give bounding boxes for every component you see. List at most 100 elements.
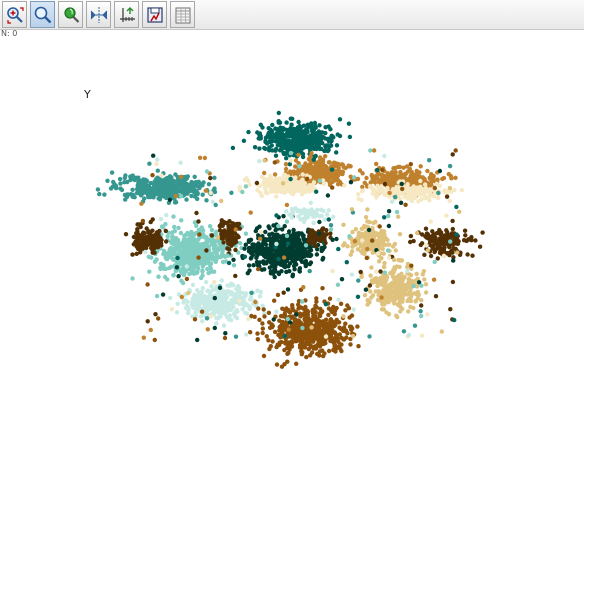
scatter-point (386, 223, 392, 229)
scatter-point (326, 208, 331, 213)
scatter-point (307, 268, 312, 274)
scatter-point (152, 259, 158, 264)
scatter-point (381, 229, 387, 234)
scatter-point (420, 232, 425, 237)
scatter-point (118, 181, 123, 186)
scatter-point (441, 253, 447, 258)
scatter-point (310, 308, 315, 313)
scatter-point (396, 214, 401, 219)
scatter-point (307, 262, 312, 267)
scatter-point (356, 344, 361, 349)
scatter-point (450, 279, 456, 285)
scatter-point (427, 198, 432, 203)
scatter-point (250, 252, 256, 258)
scatter-point (363, 215, 369, 220)
scatter-point (309, 145, 314, 151)
scatter-point (247, 268, 252, 273)
scatter-point (205, 327, 210, 332)
scatter-point (179, 278, 184, 283)
scatter-point (300, 325, 305, 331)
scatter-point (364, 175, 369, 181)
scatter-point (400, 186, 405, 192)
scatter-point (308, 334, 314, 339)
scatter-point (181, 252, 186, 257)
scatter-point (349, 207, 355, 212)
scatter-point (437, 183, 442, 189)
scatter-point (294, 361, 299, 366)
scatter-point (297, 268, 302, 273)
scatter-point (123, 232, 129, 237)
scatter-point (304, 187, 309, 192)
scatter-point (130, 187, 135, 192)
scatter-point (433, 241, 439, 246)
scatter-point (393, 194, 398, 200)
scatter-point (305, 122, 310, 128)
zoom-in-button[interactable] (2, 1, 27, 28)
scatter-point (440, 176, 445, 182)
scatter-point (302, 254, 307, 259)
scatter-point (197, 232, 202, 237)
scatter-point (286, 255, 291, 260)
scatter-point (237, 240, 243, 246)
scatter-point (267, 265, 272, 270)
scatter-point (382, 215, 387, 220)
export-button[interactable] (142, 1, 167, 28)
zoom-button[interactable] (30, 1, 55, 28)
scatter-point (150, 173, 155, 178)
scatter-point (276, 256, 281, 262)
scatter-point (314, 162, 320, 168)
scatter-point (217, 223, 222, 229)
scatter-point (261, 239, 266, 245)
scatter-plot-area[interactable] (0, 32, 600, 600)
axes-settings-button[interactable] (114, 1, 139, 28)
scatter-point (214, 321, 219, 326)
scatter-point (305, 126, 310, 131)
scatter-point (323, 317, 329, 322)
scatter-point (339, 348, 344, 354)
scatter-point (356, 192, 361, 197)
scatter-point (272, 253, 277, 258)
scatter-point (442, 245, 447, 250)
scatter-point (324, 167, 330, 172)
scatter-point (337, 133, 343, 139)
scatter-point (341, 314, 346, 319)
scatter-point (161, 225, 166, 230)
scatter-point (355, 247, 361, 252)
scatter-point (176, 225, 181, 231)
scatter-point (234, 292, 240, 297)
scatter-point (365, 207, 370, 212)
scatter-point (270, 148, 275, 153)
zoom-in-icon (7, 7, 24, 24)
scatter-point (448, 239, 453, 244)
scatter-point (233, 227, 238, 232)
scatter-point (298, 254, 303, 259)
scatter-point (317, 146, 322, 152)
scatter-point (207, 237, 213, 242)
scatter-point (411, 284, 416, 289)
scatter-point (317, 219, 322, 225)
scatter-point (307, 184, 312, 189)
scatter-point (399, 271, 404, 276)
scatter-point (182, 192, 187, 197)
scatter-point (422, 277, 427, 282)
axes-ruler-icon (120, 7, 135, 22)
scatter-point (423, 194, 428, 200)
scatter-point (323, 302, 329, 307)
pan-button[interactable] (58, 1, 83, 28)
scatter-point (300, 182, 305, 188)
scatter-point (209, 242, 214, 247)
scatter-point (380, 167, 385, 173)
fit-view-button[interactable] (86, 1, 111, 28)
scatter-point (255, 263, 260, 268)
scatter-point (206, 182, 212, 187)
scatter-point (145, 282, 150, 287)
scatter-point (434, 181, 439, 186)
scatter-point (216, 294, 222, 300)
scatter-point (122, 175, 128, 181)
scatter-point (257, 224, 262, 229)
scatter-point (208, 291, 213, 296)
data-table-button[interactable] (170, 1, 195, 28)
scatter-point (175, 177, 181, 182)
scatter-point (271, 232, 276, 237)
scatter-point (390, 270, 395, 276)
